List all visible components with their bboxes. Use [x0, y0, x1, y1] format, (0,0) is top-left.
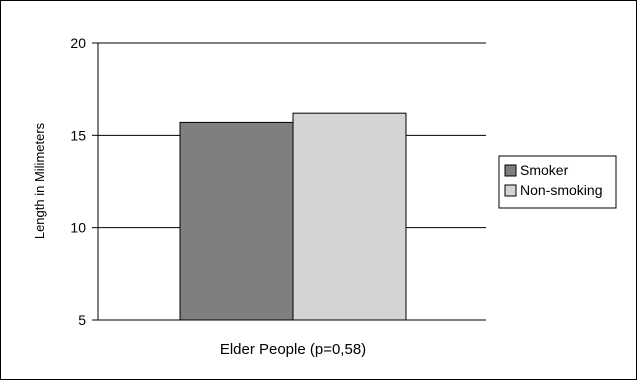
legend-label-smoker: Smoker — [520, 162, 569, 178]
y-tick-label-15: 15 — [70, 127, 86, 143]
y-tick-label-5: 5 — [78, 312, 86, 328]
legend: Smoker Non-smoking — [498, 155, 617, 209]
bar-non-smoking — [292, 112, 407, 321]
y-tick-label-10: 10 — [70, 220, 86, 236]
bar-smoker — [179, 121, 294, 321]
y-axis-label: Length in Milimeters — [32, 122, 47, 239]
y-ticks: 5 10 15 20 — [70, 35, 98, 328]
legend-swatch-smoker — [504, 164, 517, 177]
legend-label-non-smoking: Non-smoking — [520, 182, 602, 198]
legend-swatch-non-smoking — [504, 184, 517, 197]
legend-box — [498, 155, 617, 209]
bars — [179, 112, 407, 321]
y-tick-label-20: 20 — [70, 35, 86, 51]
x-axis-label: Elder People (p=0,58) — [220, 341, 366, 358]
